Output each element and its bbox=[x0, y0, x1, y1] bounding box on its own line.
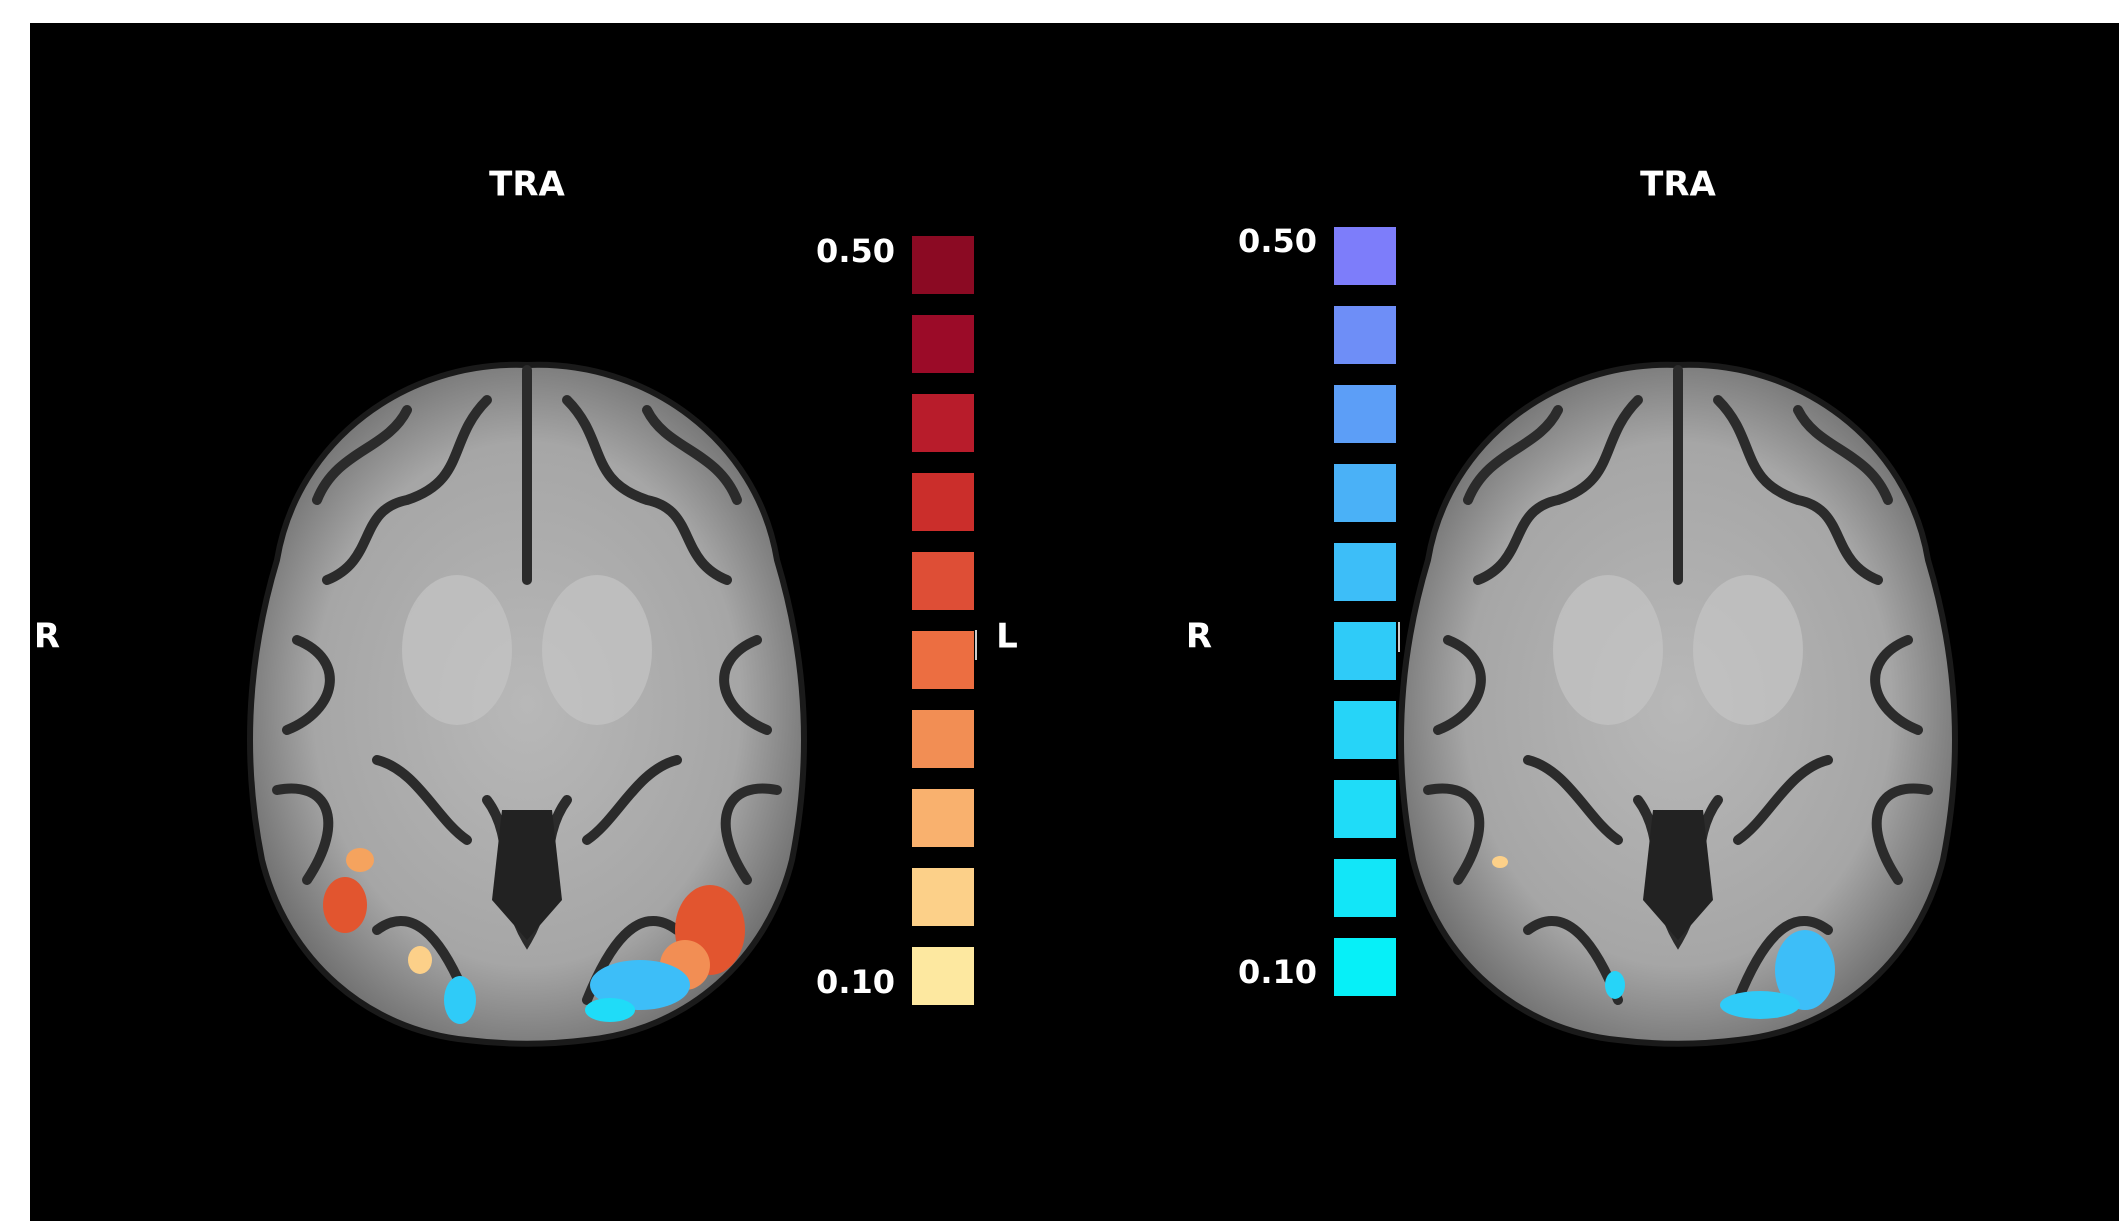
colorbar-swatch bbox=[912, 473, 974, 531]
colorbar-swatch bbox=[1334, 938, 1396, 996]
colorbar-swatch bbox=[1334, 622, 1396, 680]
colorbar-swatch bbox=[912, 868, 974, 926]
colorbar-swatch bbox=[1334, 780, 1396, 838]
colorbar-swatch bbox=[912, 315, 974, 373]
colorbar-max: 0.50 bbox=[1238, 222, 1317, 260]
viewer: TRA R L 0.50 0.10 TRA R 0.50 0.10 bbox=[0, 0, 2119, 1221]
brain-slice bbox=[1401, 365, 1955, 1044]
colorbar-swatch bbox=[912, 947, 974, 1005]
colorbar-swatch bbox=[912, 236, 974, 294]
view-title: TRA bbox=[1640, 165, 1716, 205]
colorbar-swatch bbox=[1334, 385, 1396, 443]
colorbar-swatch bbox=[912, 552, 974, 610]
colorbar-swatch bbox=[912, 394, 974, 452]
colorbar-swatch bbox=[912, 631, 974, 689]
colorbar-swatch bbox=[1334, 227, 1396, 285]
orientation-label: L bbox=[996, 617, 1018, 657]
colorbar-min: 0.10 bbox=[816, 963, 895, 1001]
colorbar-swatch bbox=[912, 789, 974, 847]
colorbar-swatch bbox=[1334, 701, 1396, 759]
colorbar-max: 0.50 bbox=[816, 232, 895, 270]
colorbar-swatch bbox=[1334, 543, 1396, 601]
colorbar-swatch bbox=[912, 710, 974, 768]
colorbar-swatch bbox=[1334, 306, 1396, 364]
colorbar-swatch bbox=[1334, 464, 1396, 522]
view-title: TRA bbox=[489, 165, 565, 205]
colorbar-swatch bbox=[1334, 859, 1396, 917]
orientation-label: R bbox=[1186, 617, 1212, 657]
colorbar-min: 0.10 bbox=[1238, 953, 1317, 991]
orientation-label: R bbox=[34, 617, 60, 657]
